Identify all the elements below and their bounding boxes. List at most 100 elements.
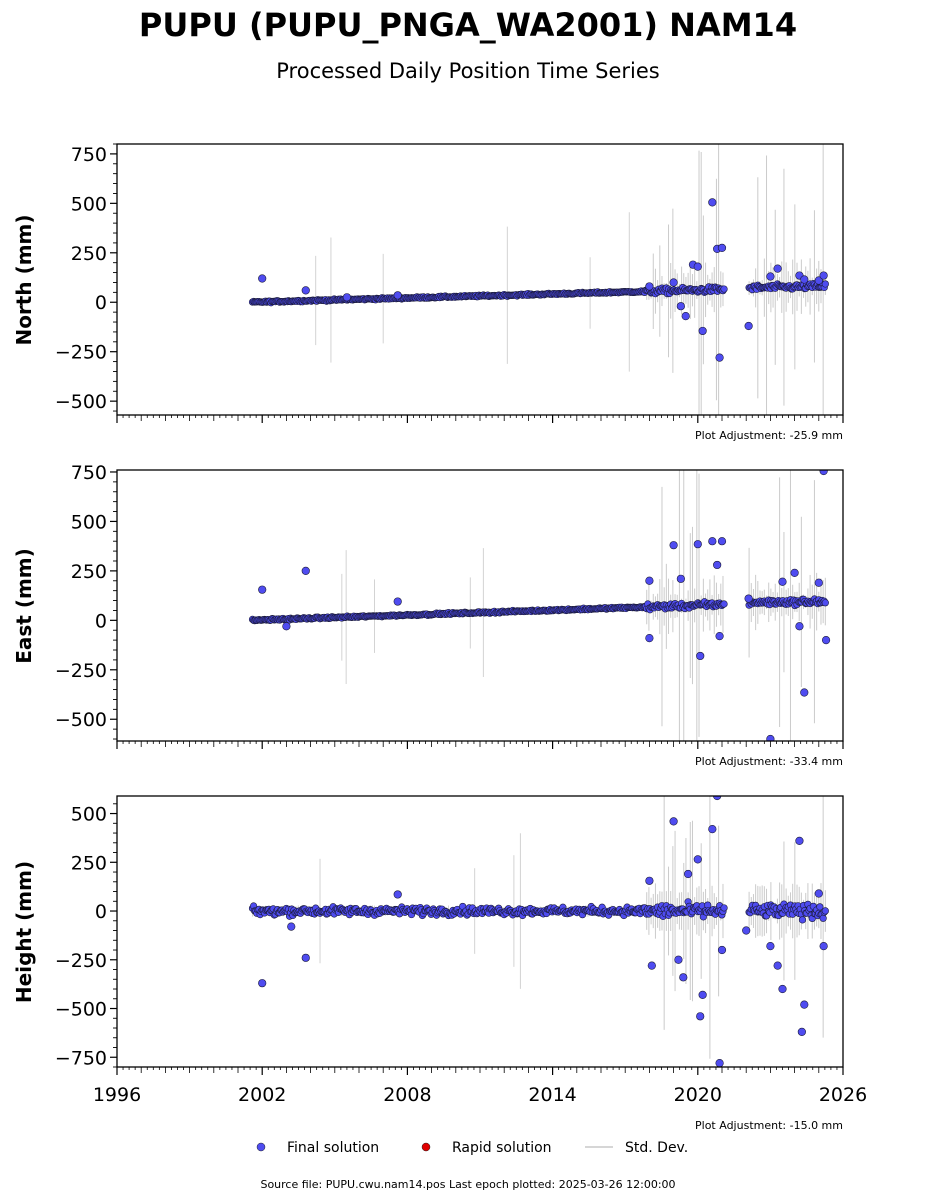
final-solution-point	[766, 942, 775, 951]
east-panel: East (mm) Plot Adjustment: -33.4 mm −500…	[12, 462, 844, 768]
final-solution-point	[645, 282, 654, 291]
final-solution-point	[744, 321, 753, 331]
final-solution-point	[720, 904, 728, 912]
final-solution-points	[248, 595, 829, 625]
std-dev-bars	[252, 470, 826, 741]
final-solution-point	[258, 585, 267, 594]
final-solution-point	[773, 961, 782, 970]
height-axis-label: Height (mm)	[12, 861, 36, 1003]
x-tick-label: 1996	[93, 1084, 141, 1106]
final-solution-point	[681, 311, 690, 321]
final-solution-point	[819, 942, 828, 951]
final-solution-point	[393, 291, 402, 300]
legend-rapid-marker	[421, 1142, 431, 1152]
y-tick-label: 250	[71, 852, 107, 874]
figure-subtitle: Processed Daily Position Time Series	[276, 59, 660, 83]
final-solution-point	[766, 734, 775, 741]
final-solution-point	[301, 953, 310, 962]
outlier-points	[258, 198, 828, 362]
final-solution-point	[800, 688, 809, 697]
final-solution-point	[778, 984, 787, 994]
final-solution-point	[698, 326, 707, 336]
final-solution-point	[816, 903, 824, 911]
final-solution-point	[693, 855, 702, 864]
final-solution-point	[819, 470, 828, 476]
final-solution-point	[821, 599, 829, 607]
outlier-points	[258, 470, 831, 741]
legend-rapid-label: Rapid solution	[452, 1140, 552, 1156]
north-plot-adjustment: Plot Adjustment: -25.9 mm	[695, 429, 843, 442]
std-dev-bars	[252, 144, 826, 415]
final-solution-point	[301, 286, 310, 295]
final-solution-point	[696, 1012, 705, 1021]
final-solution-point	[393, 890, 402, 899]
x-tick-label: 2008	[383, 1084, 431, 1106]
final-solution-point	[717, 537, 727, 546]
y-tick-label: 500	[71, 511, 107, 533]
final-solution-point	[814, 889, 823, 898]
final-solution-points	[248, 280, 829, 307]
y-tick-label: −500	[55, 999, 107, 1021]
y-tick-label: −250	[55, 342, 107, 364]
final-solution-point	[393, 597, 402, 606]
final-solution-point	[698, 990, 707, 999]
plot-area	[248, 470, 831, 741]
final-solution-point	[696, 651, 705, 661]
final-solution-point	[645, 876, 654, 885]
y-tick-label: 0	[95, 901, 107, 923]
final-solution-point	[766, 272, 775, 281]
y-tick-label: 750	[71, 462, 107, 484]
final-solution-point	[795, 622, 804, 631]
final-solution-point	[795, 836, 804, 845]
final-solution-point	[778, 577, 787, 586]
final-solution-point	[713, 560, 722, 570]
y-tick-label: −250	[55, 660, 107, 682]
north-panel: North (mm) Plot Adjustment: -25.9 mm −50…	[12, 143, 844, 442]
final-solution-point	[708, 825, 717, 834]
east-plot-adjustment: Plot Adjustment: -33.4 mm	[695, 755, 843, 768]
y-tick-label: 0	[95, 292, 107, 314]
y-tick-label: 250	[71, 243, 107, 265]
plot-frame	[116, 143, 844, 416]
final-solution-point	[645, 576, 654, 585]
outlier-points	[258, 796, 828, 1067]
y-tick-label: −500	[55, 709, 107, 731]
plot-frame	[116, 469, 844, 742]
final-solution-point	[708, 537, 717, 546]
height-plot-adjustment: Plot Adjustment: -15.0 mm	[695, 1119, 843, 1132]
final-solution-point	[693, 540, 702, 549]
y-tick-label: −250	[55, 950, 107, 972]
final-solution-point	[814, 578, 823, 587]
final-solution-point	[287, 922, 296, 931]
final-solution-point	[258, 274, 267, 283]
final-solution-point	[720, 285, 728, 293]
final-solution-point	[773, 264, 782, 273]
legend-final-marker	[256, 1142, 266, 1152]
final-solution-point	[647, 961, 656, 970]
y-tick-label: 0	[95, 610, 107, 632]
final-solution-point	[797, 1027, 806, 1037]
final-solution-point	[669, 541, 678, 550]
legend-std-label: Std. Dev.	[625, 1140, 688, 1156]
final-solution-point	[669, 278, 678, 287]
final-solution-point	[679, 973, 688, 982]
y-tick-label: −500	[55, 391, 107, 413]
final-solution-point	[715, 353, 724, 362]
y-tick-label: −750	[55, 1047, 107, 1069]
final-solution-point	[819, 271, 828, 280]
plot-frame	[116, 795, 844, 1068]
final-solution-point	[669, 817, 678, 826]
x-tick-label: 2002	[238, 1084, 286, 1106]
final-solution-point	[821, 636, 831, 645]
final-solution-point	[717, 945, 727, 955]
x-tick-label: 2020	[674, 1084, 722, 1106]
final-solution-point	[684, 869, 693, 879]
final-solution-point	[821, 907, 829, 915]
final-solution-point	[790, 568, 799, 577]
final-solution-point	[301, 566, 310, 575]
final-solution-point	[645, 634, 654, 643]
x-tick-label: 2026	[819, 1084, 867, 1106]
final-solution-point	[800, 275, 809, 284]
final-solution-point	[717, 243, 727, 252]
final-solution-point	[819, 914, 827, 922]
